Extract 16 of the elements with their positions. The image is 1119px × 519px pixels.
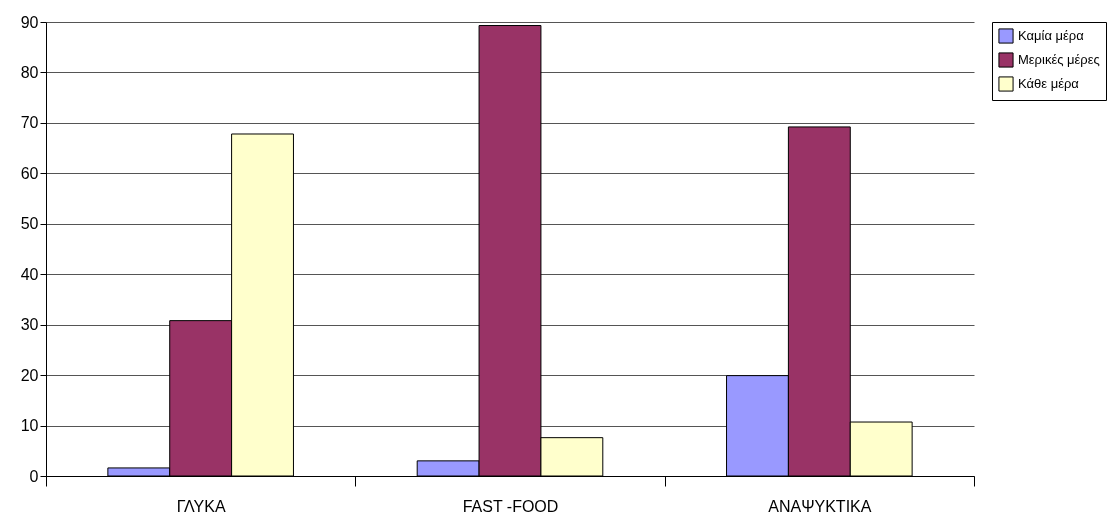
legend-label: Κάθε μέρα [1018, 76, 1080, 91]
legend-label: Μερικές μέρες [1018, 52, 1100, 67]
x-tick-label: ΓΛΥΚΑ [176, 497, 226, 515]
y-tick-label: 80 [20, 63, 39, 81]
y-tick-label: 0 [29, 467, 39, 485]
x-tick-label: ΑΝΑΨΥΚΤΙΚΑ [768, 497, 872, 515]
y-tick-label: 20 [20, 366, 39, 384]
y-tick-label: 50 [20, 215, 39, 233]
legend-label: Καμία μέρα [1018, 28, 1085, 43]
y-tick-label: 40 [20, 265, 39, 283]
y-tick-label: 70 [20, 114, 39, 132]
x-tick-label: FAST -FOOD [462, 497, 559, 515]
y-tick-label: 10 [20, 417, 39, 435]
y-tick-label: 90 [20, 13, 39, 31]
y-tick-label: 30 [20, 316, 39, 334]
y-tick-label: 60 [20, 164, 39, 182]
